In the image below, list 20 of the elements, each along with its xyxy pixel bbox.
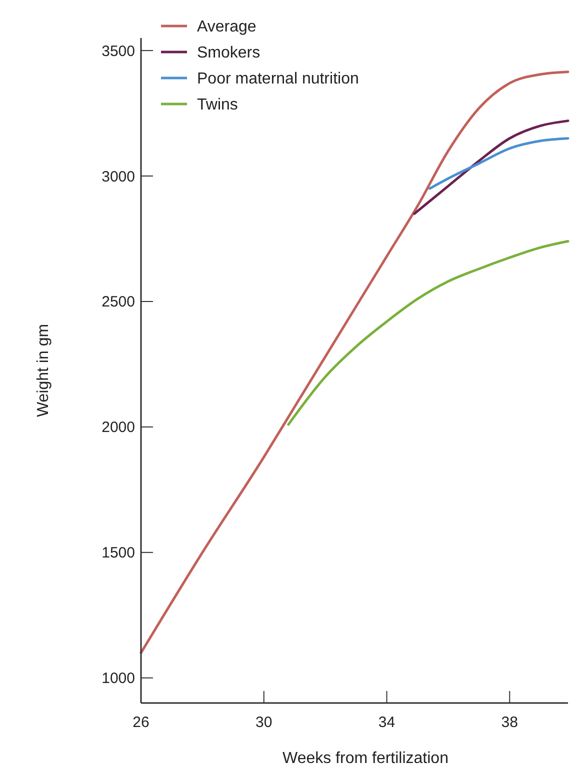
- x-tick-label: 34: [378, 714, 396, 731]
- line-series: [287, 240, 570, 426]
- x-tick-label: 30: [256, 714, 272, 731]
- legend-label: Average: [197, 18, 256, 36]
- y-tick-label: 2000: [102, 419, 135, 436]
- y-axis-title: Weight in gm: [35, 324, 52, 418]
- y-tick-label: 3500: [102, 42, 135, 60]
- y-tick-label: 3000: [102, 168, 135, 186]
- y-tick-label: 1500: [102, 544, 135, 562]
- legend-label: Smokers: [197, 44, 260, 62]
- y-tick-label: 2500: [102, 294, 135, 311]
- legend-label: Poor maternal nutrition: [197, 70, 359, 88]
- y-tick-label: 1000: [102, 670, 135, 688]
- line-series: [413, 120, 570, 215]
- line-series: [140, 70, 570, 654]
- x-tick-label: 26: [132, 714, 150, 731]
- line-series: [428, 137, 570, 190]
- legend-label: Twins: [197, 96, 238, 114]
- x-axis-title: Weeks from fertilization: [282, 750, 448, 767]
- x-tick-label: 38: [501, 714, 518, 731]
